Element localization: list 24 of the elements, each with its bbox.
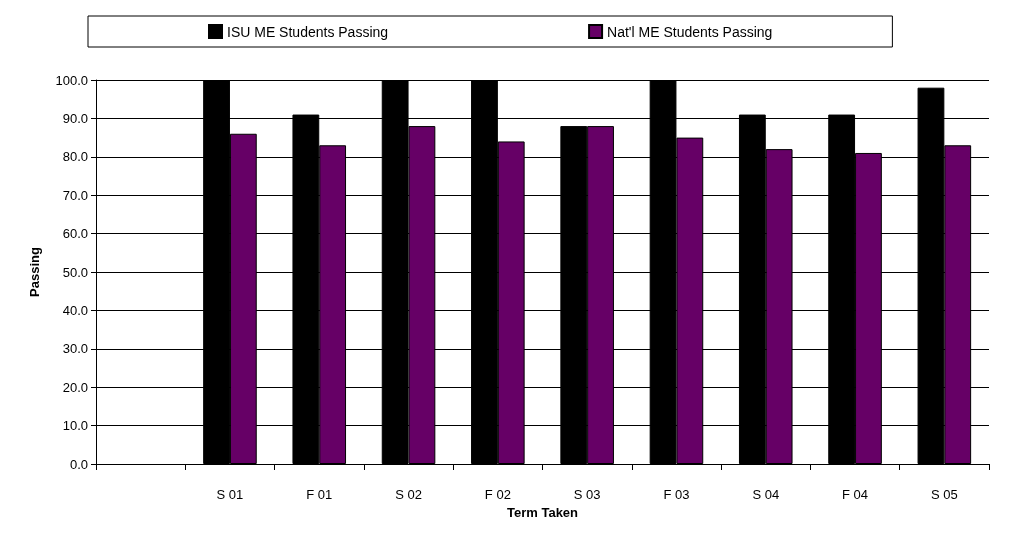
y-tick-label: 50.0 [62,264,88,280]
y-tick-label: 70.0 [62,187,88,203]
x-tick-label: F 03 [663,487,690,502]
x-axis-title: Term Taken [506,505,579,520]
x-tick-label: F 04 [842,487,869,502]
y-tick-label: 60.0 [62,226,88,242]
x-tick-label: F 02 [484,487,511,502]
y-tick-label: 90.0 [62,110,88,126]
y-tick-label: 30.0 [62,341,88,357]
x-tick-label: S 01 [216,487,244,502]
legend-label: ISU ME Students Passing [227,23,389,40]
y-tick-label: 10.0 [62,418,88,434]
y-tick-label: 0.0 [69,456,88,472]
y-axis-title: Passing [27,247,42,297]
y-tick-label: 100.0 [55,72,88,88]
y-tick-label: 20.0 [62,379,88,395]
x-tick-label: S 02 [395,487,422,502]
x-tick-label: F 01 [306,487,333,502]
x-tick-label: S 03 [573,487,601,502]
x-tick-label: S 05 [930,487,958,502]
y-tick-label: 80.0 [62,149,88,165]
legend-label: Nat'l ME Students Passing [607,23,773,40]
y-tick-label: 40.0 [62,302,88,318]
x-tick-label: S 04 [752,487,780,502]
